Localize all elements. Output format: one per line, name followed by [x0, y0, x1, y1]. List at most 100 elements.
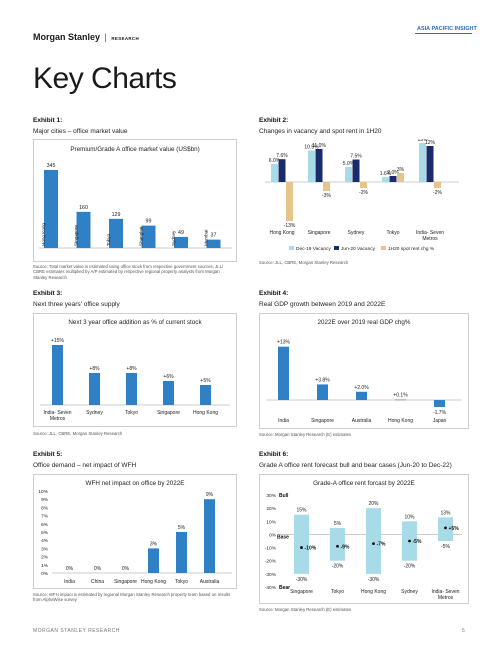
category-label: Sydney [348, 230, 365, 236]
office-supply-chart: Next 3 year office addition as % of curr… [40, 319, 230, 422]
category-label: Tokyo [175, 579, 188, 585]
exhibit-3-chart: Next 3 year office addition as % of curr… [33, 313, 237, 427]
data-label: +15% [51, 338, 64, 344]
range-bar [294, 514, 309, 574]
data-label: 160 [79, 205, 88, 211]
y-tick-label: 10% [266, 519, 276, 525]
bar [286, 182, 293, 221]
data-label: 3% [397, 167, 405, 173]
category-label: Tokyo [125, 410, 138, 416]
bar [206, 239, 221, 248]
exhibit-2-source: Source: JLL, CBRE, Morgan Stanley Resear… [259, 260, 349, 265]
category-label: Hong Kong [193, 410, 218, 416]
y-tick-label: 0% [41, 571, 49, 577]
chart-title: WFH net impact on office by 2022E [86, 480, 185, 487]
data-label: +8% [126, 366, 137, 372]
data-label: 9% [206, 492, 214, 498]
y-tick-label: 8% [41, 505, 49, 511]
bar [360, 182, 367, 188]
region-tag: ASIA PACIFIC INSIGHT [417, 26, 477, 32]
bull-label: 15% [296, 508, 307, 514]
base-label: -5% [413, 539, 422, 545]
y-tick-label: -20% [265, 559, 277, 565]
category-label: Singapore [308, 230, 331, 236]
exhibit-6-label: Exhibit 6: [259, 451, 289, 458]
data-label: 12% [425, 140, 436, 146]
bar [426, 146, 434, 182]
data-label: 0% [122, 566, 130, 572]
data-label: 129 [112, 212, 121, 218]
exhibit-4-source: Source: Morgan Stanley Research (E) esti… [259, 432, 352, 437]
category-label: Hong Kong [41, 223, 46, 246]
category-label: Singapore [74, 225, 79, 246]
data-label: +6% [163, 374, 174, 380]
category-label: Hong Kong [269, 230, 294, 236]
header-rule [415, 33, 472, 34]
chart-title: Premium/Grade A office market value (US$… [70, 146, 199, 153]
base-label: +5% [449, 526, 460, 532]
legend-swatch [334, 246, 339, 250]
y-tick-label: 9% [41, 497, 49, 503]
bar [389, 176, 397, 182]
data-label: -1.7% [433, 410, 447, 416]
page-number: 5 [462, 628, 465, 634]
bar [204, 499, 215, 573]
exhibit-6-source: Source: Morgan Stanley Research (E) esti… [259, 607, 352, 612]
data-label: -13% [284, 223, 296, 229]
bear-label: -30% [368, 577, 380, 583]
bar [308, 150, 315, 182]
y-tick-label: 2% [41, 555, 49, 561]
data-label: -2% [359, 190, 368, 196]
exhibit-4-label: Exhibit 4: [259, 290, 289, 297]
bear-case-label: Bear [279, 585, 290, 591]
base-case-label: Base [277, 534, 289, 540]
bar [174, 236, 188, 248]
category-label: Hong Kong [388, 418, 413, 424]
bar [317, 384, 328, 400]
exhibit-5-source: Source: WFH impact is estimated by regio… [33, 592, 231, 603]
data-label: 0% [94, 566, 102, 572]
legend-swatch [289, 246, 294, 250]
data-label: +13% [277, 340, 290, 346]
data-label: 13% [417, 139, 428, 143]
category-label: Singapore [311, 418, 334, 424]
category-label: Metros [50, 416, 66, 422]
data-label: -3% [322, 193, 331, 199]
base-label: -9% [341, 544, 350, 550]
y-tick-label: 20% [266, 506, 276, 512]
vacancy-rent-chart: 6.0%7.6% -13%Hong Kong 10.5%11.0% -3% Singap… [265, 137, 459, 252]
y-tick-label: -40% [265, 585, 277, 591]
exhibit-1-chart: Premium/Grade A office market value (US$… [33, 139, 237, 262]
brand-suffix: RESEARCH [111, 36, 140, 41]
base-label: -7% [377, 542, 386, 548]
bar [76, 211, 91, 248]
exhibit-1-subtitle: Major cities – office market value [33, 128, 128, 135]
legend-label: Dec-19 Vacancy [296, 246, 331, 252]
bar [352, 159, 360, 182]
legend-label: Jun-20 Vacancy [341, 246, 376, 252]
chart-title: Grade-A office rent forcast by 2022E [313, 480, 415, 487]
bull-case-label: Bull [279, 493, 289, 499]
legend-swatch [381, 246, 386, 250]
brand-name: Morgan Stanley [33, 32, 101, 42]
exhibit-2-subtitle: Changes in vacancy and spot rent in 1H20 [259, 128, 382, 135]
category-label: Tokyo [331, 589, 344, 595]
chart-title: Next 3 year office addition as % of curr… [68, 319, 202, 326]
data-label: +3.8% [315, 377, 330, 383]
bar [434, 400, 445, 407]
exhibit-1-label: Exhibit 1: [33, 117, 63, 124]
bull-label: 20% [368, 501, 379, 507]
bar [271, 164, 278, 182]
base-marker [444, 526, 447, 530]
exhibit-4-chart: 2022E over 2019 real GDP chg% +13% India +3… [259, 313, 469, 429]
y-tick-label: 5% [41, 530, 49, 536]
bar [323, 182, 330, 191]
bar [109, 218, 123, 248]
data-label: +5% [200, 378, 211, 384]
bar [315, 149, 323, 182]
rent-forecast-chart: Grade-A office rent forcast by 2022E 30% 2… [265, 480, 462, 601]
bar [52, 345, 63, 405]
bar [419, 143, 426, 182]
base-marker [372, 542, 375, 546]
bar [141, 225, 156, 248]
